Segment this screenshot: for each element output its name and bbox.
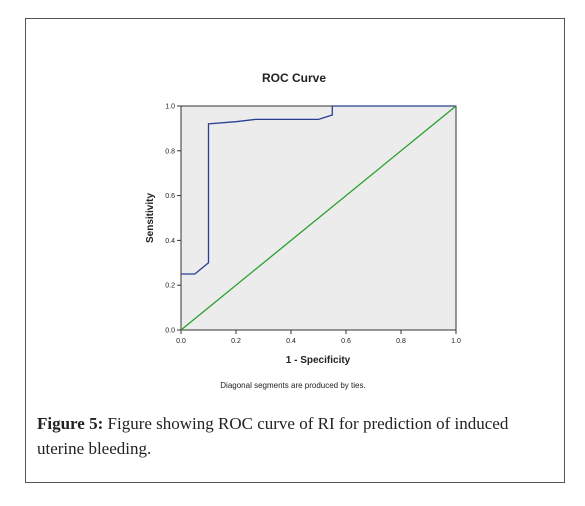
series-layer: [180, 105, 457, 331]
x-tick-label: 1.0: [451, 338, 461, 345]
y-tick-label: 0.6: [165, 193, 175, 200]
y-tick-label: 0.8: [165, 148, 175, 155]
caption-text: Figure showing ROC curve of RI for predi…: [37, 414, 509, 458]
x-tick-label: 0.4: [286, 338, 296, 345]
chart-footnote: Diagonal segments are produced by ties.: [220, 381, 365, 390]
x-tick-label: 0.8: [396, 338, 406, 345]
y-tick-label: 0.2: [165, 283, 175, 290]
y-tick-label: 1.0: [165, 104, 175, 111]
y-axis-ticks: 0.0 0.2 0.4 0.6 0.8 1.0: [165, 104, 181, 335]
x-axis-label: 1 - Specificity: [286, 355, 351, 366]
x-tick-label: 0.2: [231, 338, 241, 345]
roc-curve-line: [181, 105, 456, 275]
y-tick-label: 0.4: [165, 238, 175, 245]
reference-diagonal-line: [180, 105, 457, 331]
x-axis-ticks: 0.0 0.2 0.4 0.6 0.8 1.0: [176, 330, 461, 345]
figure-caption: Figure 5: Figure showing ROC curve of RI…: [37, 411, 557, 461]
y-axis-label: Sensitivity: [145, 193, 156, 243]
chart-title: ROC Curve: [262, 71, 326, 85]
y-tick-label: 0.0: [165, 328, 175, 335]
x-tick-label: 0.6: [341, 338, 351, 345]
x-tick-label: 0.0: [176, 338, 186, 345]
caption-label: Figure 5:: [37, 414, 104, 433]
